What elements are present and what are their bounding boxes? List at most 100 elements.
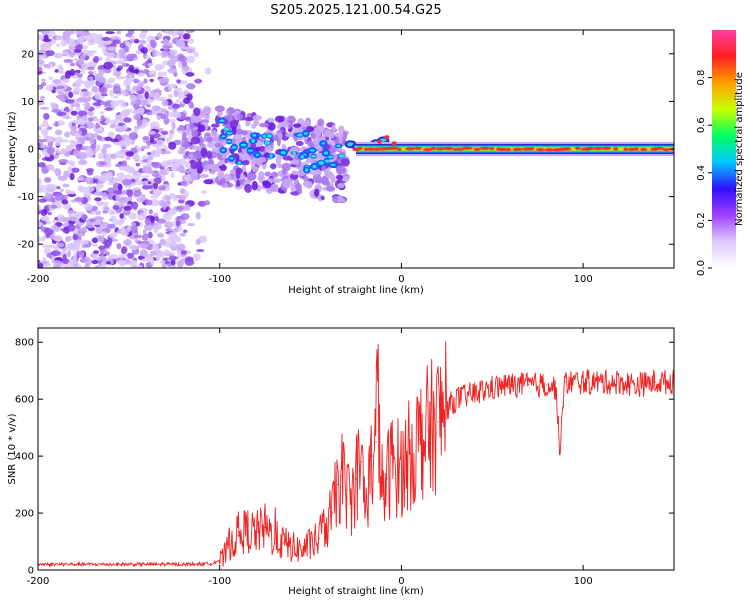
colorbar-tick-label: 0.6: [696, 117, 707, 133]
noise-speckle: [115, 53, 122, 59]
noise-speckle: [76, 177, 84, 181]
noise-speckle: [187, 38, 195, 44]
noise-speckle: [54, 193, 65, 201]
noise-speckle: [149, 199, 160, 207]
noise-speckle: [113, 37, 122, 41]
noise-speckle: [79, 55, 86, 60]
noise-speckle: [146, 159, 153, 167]
noise-speckle: [149, 78, 154, 83]
noise-speckle: [110, 215, 117, 221]
signal-speckle: [197, 124, 206, 133]
noise-speckle: [117, 183, 123, 192]
noise-speckle: [103, 159, 112, 168]
noise-speckle: [69, 141, 76, 148]
noise-speckle: [64, 131, 71, 138]
signal-speckle: [302, 180, 313, 188]
band-core: [574, 146, 581, 150]
snr-panel: -200 -100 0 100 0 200 400 600 800 Height of stra…: [7, 327, 675, 597]
signal-speckle: [340, 157, 350, 167]
noise-speckle: [52, 219, 58, 223]
noise-speckle: [168, 231, 178, 240]
noise-speckle: [73, 57, 79, 62]
noise-speckle: [195, 211, 201, 220]
noise-speckle: [72, 253, 77, 261]
noise-speckle: [51, 205, 58, 209]
noise-speckle: [177, 55, 188, 63]
noise-speckle: [77, 58, 85, 66]
noise-speckle: [153, 182, 158, 190]
noise-speckle: [87, 41, 95, 46]
noise-speckle: [95, 226, 104, 235]
noise-speckle: [54, 148, 61, 154]
noise-speckle: [152, 88, 162, 95]
snr-point: [368, 483, 370, 486]
noise-speckle: [112, 85, 121, 94]
signal-speckle: [303, 175, 309, 183]
noise-speckle: [85, 223, 94, 229]
signal-speckle: [277, 132, 283, 139]
noise-speckle: [161, 99, 169, 107]
snr-point: [273, 538, 275, 540]
signal-speckle: [218, 164, 227, 172]
noise-speckle: [184, 258, 195, 266]
band-core-jump: [384, 135, 390, 140]
noise-speckle: [146, 254, 151, 262]
noise-speckle: [101, 93, 108, 97]
noise-speckle: [127, 225, 132, 233]
signal-core-bright: [240, 143, 247, 147]
signal-core-bright: [321, 142, 326, 145]
noise-speckle: [167, 106, 173, 110]
snr-point: [337, 483, 339, 486]
snr-point: [558, 449, 561, 452]
spectrogram-marks: [38, 30, 674, 268]
spectrogram-x-title: Height of straight line (km): [288, 285, 424, 296]
signal-speckle: [295, 140, 304, 147]
signal-core-bright: [309, 149, 315, 152]
noise-speckle: [150, 39, 156, 47]
noise-speckle: [113, 190, 123, 195]
noise-speckle: [83, 190, 92, 197]
snr-point: [355, 478, 357, 480]
signal-speckle: [205, 136, 214, 143]
noise-speckle: [115, 76, 126, 80]
noise-speckle: [38, 177, 42, 185]
noise-speckle: [128, 259, 138, 267]
band-core: [489, 147, 495, 151]
signal-speckle: [217, 160, 223, 166]
noise-speckle: [119, 196, 129, 204]
noise-speckle: [185, 72, 195, 77]
noise-speckle: [184, 205, 189, 210]
signal-speckle: [258, 171, 265, 178]
noise-speckle: [162, 150, 172, 155]
noise-speckle: [157, 141, 162, 145]
noise-speckle: [38, 49, 47, 57]
noise-speckle: [169, 129, 175, 135]
signal-speckle: [270, 183, 279, 193]
signal-speckle: [235, 170, 241, 180]
noise-speckle: [43, 190, 53, 194]
signal-speckle: [305, 159, 311, 164]
noise-speckle: [125, 156, 131, 161]
noise-speckle: [40, 95, 45, 102]
noise-speckle: [84, 203, 93, 211]
signal-speckle: [282, 178, 292, 189]
signal-speckle: [334, 137, 340, 145]
noise-speckle: [78, 159, 88, 166]
noise-speckle: [99, 111, 105, 115]
noise-speckle: [91, 85, 98, 93]
signal-core-bright: [221, 135, 226, 138]
noise-speckle: [168, 255, 177, 261]
signal-speckle: [190, 171, 198, 181]
signal-speckle: [251, 156, 261, 165]
noise-speckle: [126, 166, 136, 174]
signal-speckle: [270, 163, 277, 170]
noise-speckle: [165, 168, 170, 174]
noise-speckle: [80, 213, 88, 221]
signal-speckle: [246, 171, 257, 181]
noise-speckle: [55, 43, 61, 48]
signal-core-bright: [305, 168, 309, 172]
noise-speckle: [102, 143, 112, 149]
noise-speckle: [65, 99, 75, 104]
noise-speckle: [119, 42, 126, 49]
